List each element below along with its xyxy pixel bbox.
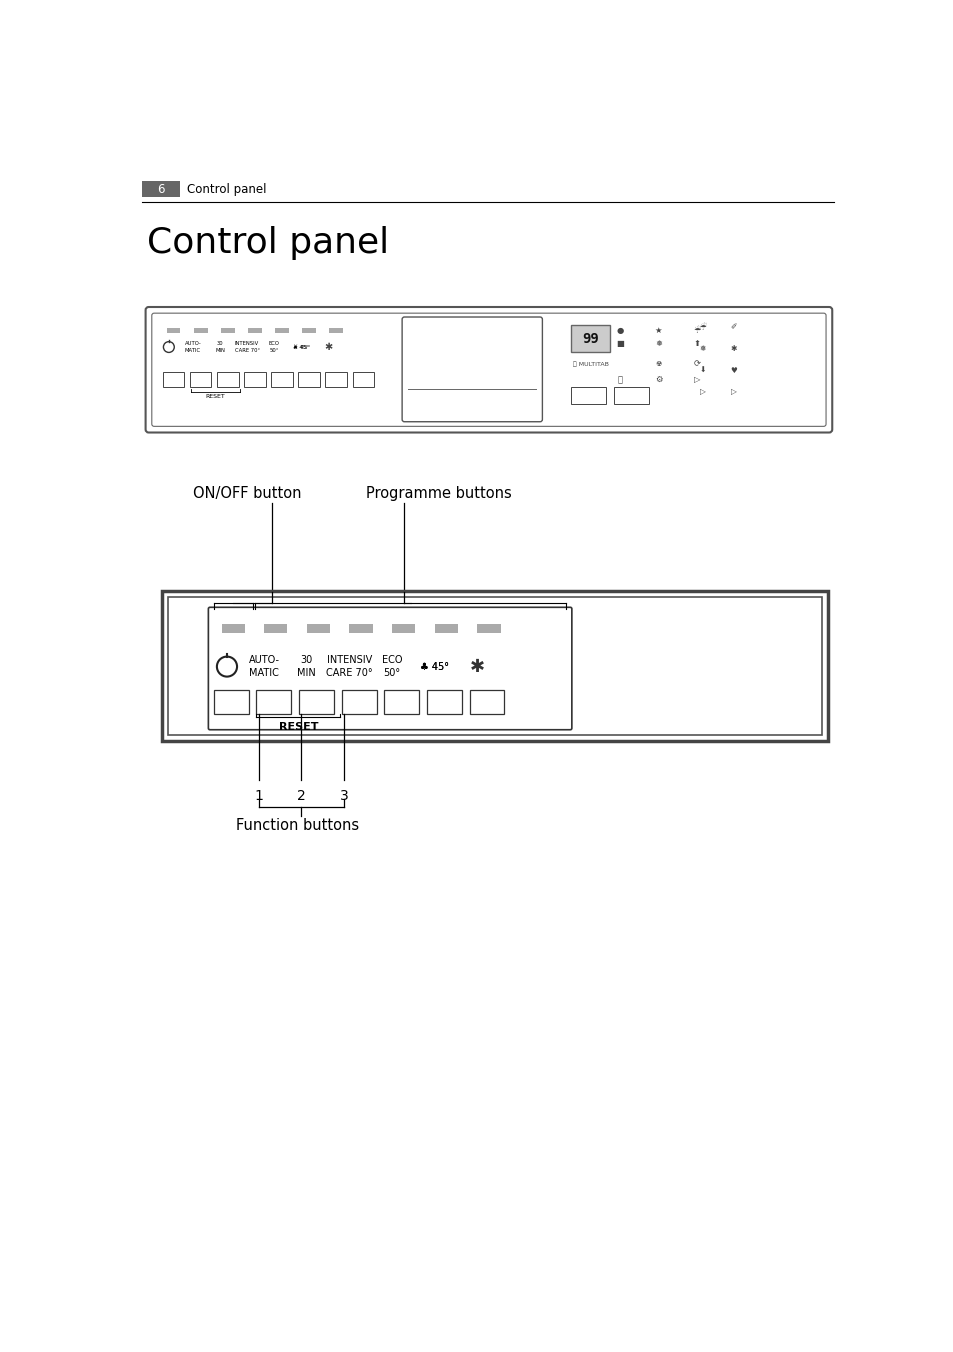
Text: 99: 99 [581, 333, 598, 346]
Text: ECO
50°: ECO 50° [269, 342, 279, 353]
Bar [392, 625, 415, 633]
Bar [307, 625, 330, 633]
Text: ♣ 45°: ♣ 45° [419, 661, 449, 672]
Bar [256, 690, 291, 714]
Bar [213, 690, 249, 714]
Text: INTENSIV
CARE 70°: INTENSIV CARE 70° [326, 654, 373, 679]
Bar [571, 387, 605, 404]
Bar [244, 372, 266, 387]
Text: ●: ● [616, 326, 623, 335]
Text: RESET: RESET [205, 393, 225, 399]
Bar [302, 327, 315, 333]
Bar [190, 372, 212, 387]
Text: Programme buttons: Programme buttons [365, 485, 511, 500]
Bar [613, 387, 648, 404]
Text: ☔: ☔ [699, 323, 705, 331]
Text: ♓ 45°: ♓ 45° [293, 345, 310, 350]
Bar [274, 327, 289, 333]
Bar [298, 690, 334, 714]
Bar [341, 690, 376, 714]
Text: 30
MIN: 30 MIN [214, 342, 225, 353]
Text: ☔: ☔ [693, 326, 700, 335]
Bar [325, 372, 347, 387]
Bar [349, 625, 373, 633]
Text: 3: 3 [339, 790, 348, 803]
Bar [162, 591, 827, 741]
Text: ▷: ▷ [694, 375, 700, 384]
Text: ▷: ▷ [700, 387, 705, 396]
Bar [384, 690, 418, 714]
Bar [435, 625, 457, 633]
Bar [193, 327, 208, 333]
Bar [476, 625, 500, 633]
Text: Ⓜ MULTITAB: Ⓜ MULTITAB [573, 361, 609, 366]
Text: RESET: RESET [278, 722, 317, 731]
Text: 6: 6 [157, 184, 165, 196]
FancyBboxPatch shape [208, 607, 571, 730]
Text: ON/OFF button: ON/OFF button [193, 485, 301, 500]
Text: ❅: ❅ [655, 339, 661, 349]
Bar [168, 598, 821, 735]
Text: ❅: ❅ [699, 343, 705, 353]
Text: ✱: ✱ [730, 343, 737, 353]
Bar [142, 181, 179, 197]
Bar [221, 625, 245, 633]
Text: ▷: ▷ [730, 387, 736, 396]
Bar [427, 690, 461, 714]
Bar [469, 690, 504, 714]
Text: ■: ■ [616, 339, 623, 349]
FancyBboxPatch shape [152, 314, 825, 426]
Text: 30
MIN: 30 MIN [297, 654, 315, 679]
Text: ✐: ✐ [730, 323, 737, 331]
Bar [248, 327, 261, 333]
Text: ECO
50°: ECO 50° [381, 654, 402, 679]
Text: ✱: ✱ [324, 342, 333, 352]
Bar [167, 327, 180, 333]
Text: ⟳: ⟳ [693, 360, 700, 369]
Bar [220, 327, 234, 333]
Text: AUTO-
MATIC: AUTO- MATIC [249, 654, 279, 679]
Text: ✱: ✱ [469, 657, 484, 676]
Bar [353, 372, 374, 387]
FancyBboxPatch shape [146, 307, 831, 433]
Text: ⚙: ⚙ [654, 375, 661, 384]
Text: Function buttons: Function buttons [235, 818, 358, 833]
Text: ★: ★ [654, 326, 661, 335]
Text: 2: 2 [296, 790, 305, 803]
FancyBboxPatch shape [402, 316, 542, 422]
Text: ⤓: ⤓ [617, 375, 621, 384]
Bar [264, 625, 287, 633]
Text: Control panel: Control panel [147, 226, 389, 260]
Bar [271, 372, 293, 387]
Text: Control panel: Control panel [187, 184, 267, 196]
Text: INTENSIV
CARE 70°: INTENSIV CARE 70° [234, 342, 259, 353]
Bar [298, 372, 319, 387]
Text: ♣ 45°: ♣ 45° [419, 661, 449, 672]
Text: ⬆: ⬆ [693, 339, 700, 349]
Bar [216, 372, 238, 387]
Text: 1: 1 [254, 790, 263, 803]
Text: ☢: ☢ [655, 361, 661, 366]
Text: AUTO-
MATIC: AUTO- MATIC [184, 342, 201, 353]
Text: ♥: ♥ [730, 365, 737, 375]
Text: ⬇: ⬇ [699, 365, 705, 375]
Text: ♣ 45°: ♣ 45° [294, 345, 309, 350]
Bar [329, 327, 343, 333]
Bar [571, 326, 609, 353]
Bar [162, 372, 184, 387]
